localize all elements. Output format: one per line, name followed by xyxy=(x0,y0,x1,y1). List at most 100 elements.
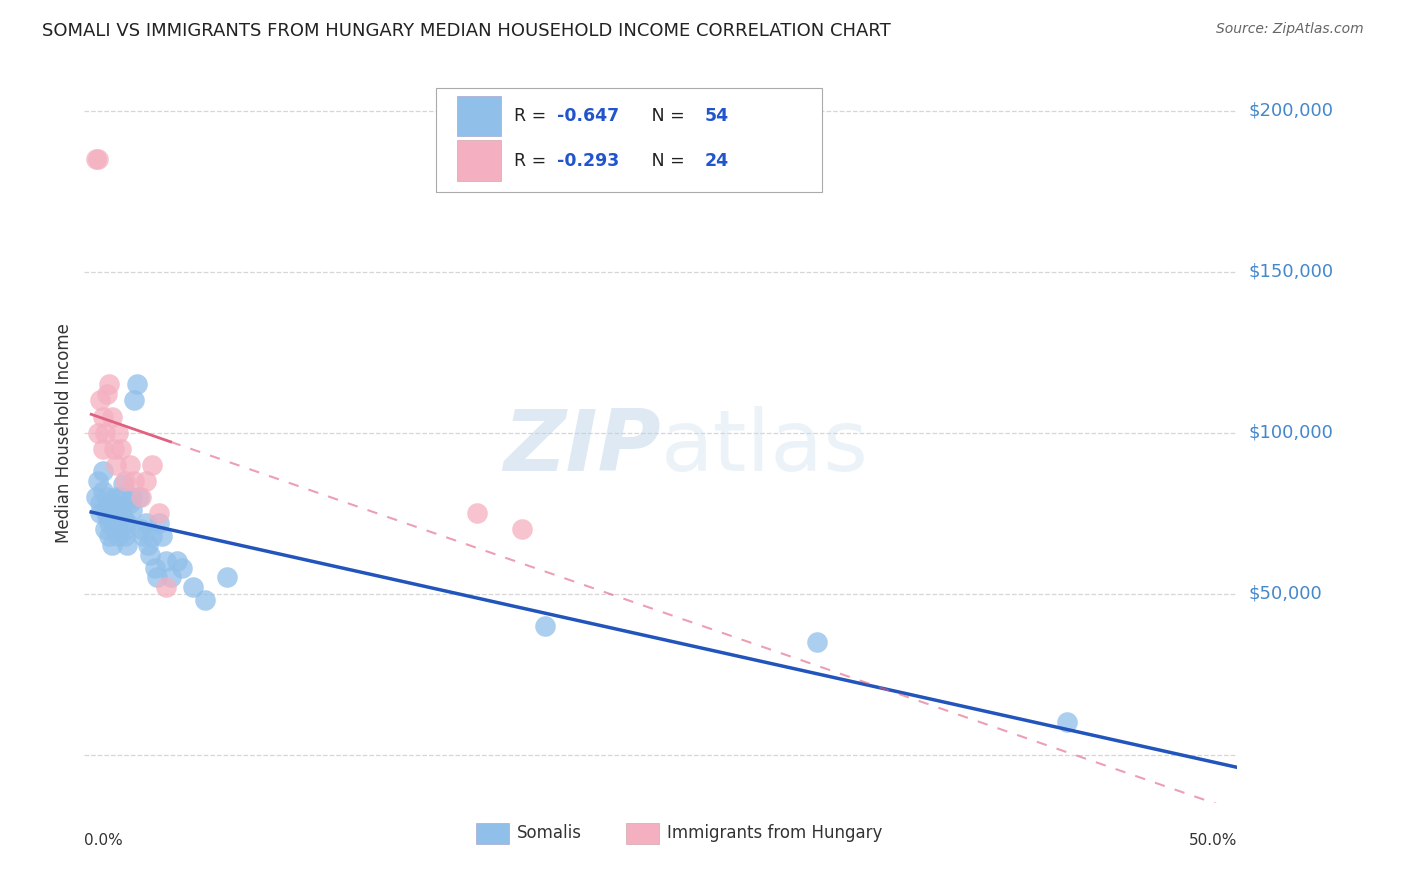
Text: 24: 24 xyxy=(704,152,728,169)
Bar xyxy=(477,822,509,844)
Point xyxy=(136,538,159,552)
Text: atlas: atlas xyxy=(661,406,869,489)
Point xyxy=(87,425,110,440)
Point xyxy=(150,528,173,542)
Point xyxy=(96,509,118,524)
Point xyxy=(128,490,150,504)
Bar xyxy=(626,822,658,844)
Point xyxy=(129,490,152,504)
Point xyxy=(100,409,122,424)
Point xyxy=(94,522,117,536)
Point xyxy=(107,425,129,440)
Point xyxy=(148,506,170,520)
Point xyxy=(100,503,122,517)
Text: $150,000: $150,000 xyxy=(1249,262,1333,281)
FancyBboxPatch shape xyxy=(436,88,823,192)
Point xyxy=(125,377,148,392)
Point xyxy=(98,528,121,542)
Bar xyxy=(457,140,501,181)
Point xyxy=(110,442,132,456)
Text: 54: 54 xyxy=(704,107,728,125)
Text: -0.647: -0.647 xyxy=(557,107,619,125)
Text: 50.0%: 50.0% xyxy=(1189,833,1237,848)
Point xyxy=(103,496,125,510)
Point xyxy=(91,483,114,498)
Point xyxy=(94,503,117,517)
Point xyxy=(194,593,217,607)
Point xyxy=(148,516,170,530)
Point xyxy=(103,442,125,456)
Y-axis label: Median Household Income: Median Household Income xyxy=(55,323,73,542)
Point xyxy=(94,425,117,440)
Point xyxy=(141,528,163,542)
Point xyxy=(129,522,152,536)
Text: N =: N = xyxy=(636,107,690,125)
Point xyxy=(806,635,828,649)
Point xyxy=(110,503,132,517)
Point xyxy=(89,506,111,520)
Text: R =: R = xyxy=(515,152,553,169)
Text: R =: R = xyxy=(515,107,553,125)
Point xyxy=(91,442,114,456)
Point xyxy=(121,503,143,517)
Point xyxy=(512,522,534,536)
Point xyxy=(166,554,188,568)
Point xyxy=(87,474,110,488)
Point xyxy=(159,570,181,584)
Text: 0.0%: 0.0% xyxy=(84,833,124,848)
Point xyxy=(114,474,136,488)
Point xyxy=(100,538,122,552)
Text: $200,000: $200,000 xyxy=(1249,102,1333,120)
Text: Somalis: Somalis xyxy=(517,824,582,842)
Point xyxy=(118,496,141,510)
Point xyxy=(96,490,118,504)
Point xyxy=(141,458,163,472)
Point xyxy=(91,464,114,478)
Text: SOMALI VS IMMIGRANTS FROM HUNGARY MEDIAN HOUSEHOLD INCOME CORRELATION CHART: SOMALI VS IMMIGRANTS FROM HUNGARY MEDIAN… xyxy=(42,22,891,40)
Point xyxy=(181,580,204,594)
Point xyxy=(146,570,169,584)
Text: ZIP: ZIP xyxy=(503,406,661,489)
Text: N =: N = xyxy=(636,152,690,169)
Point xyxy=(534,619,557,633)
Point xyxy=(111,509,134,524)
Point xyxy=(465,506,488,520)
Text: Immigrants from Hungary: Immigrants from Hungary xyxy=(666,824,882,842)
Point xyxy=(143,561,166,575)
Point xyxy=(96,387,118,401)
Point xyxy=(114,528,136,542)
Point xyxy=(98,377,121,392)
Point xyxy=(111,477,134,491)
Point xyxy=(170,561,193,575)
Point xyxy=(117,538,139,552)
Point xyxy=(139,548,162,562)
Point xyxy=(105,490,128,504)
Point xyxy=(110,490,132,504)
Point xyxy=(124,474,146,488)
Point xyxy=(84,490,107,504)
Point xyxy=(118,458,141,472)
Point xyxy=(84,152,107,166)
Point xyxy=(1056,715,1078,730)
Point xyxy=(107,528,129,542)
Point xyxy=(87,152,110,166)
Text: $100,000: $100,000 xyxy=(1249,424,1333,442)
Point xyxy=(155,580,177,594)
Text: $50,000: $50,000 xyxy=(1249,584,1322,603)
Bar xyxy=(457,95,501,136)
Point xyxy=(98,516,121,530)
Point xyxy=(124,393,146,408)
Text: -0.293: -0.293 xyxy=(557,152,619,169)
Point xyxy=(132,528,155,542)
Point xyxy=(135,474,157,488)
Point xyxy=(155,554,177,568)
Point xyxy=(107,516,129,530)
Point xyxy=(121,490,143,504)
Point xyxy=(89,496,111,510)
Point xyxy=(91,409,114,424)
Point xyxy=(89,393,111,408)
Point xyxy=(114,522,136,536)
Point xyxy=(103,522,125,536)
Point xyxy=(105,458,128,472)
Point xyxy=(135,516,157,530)
